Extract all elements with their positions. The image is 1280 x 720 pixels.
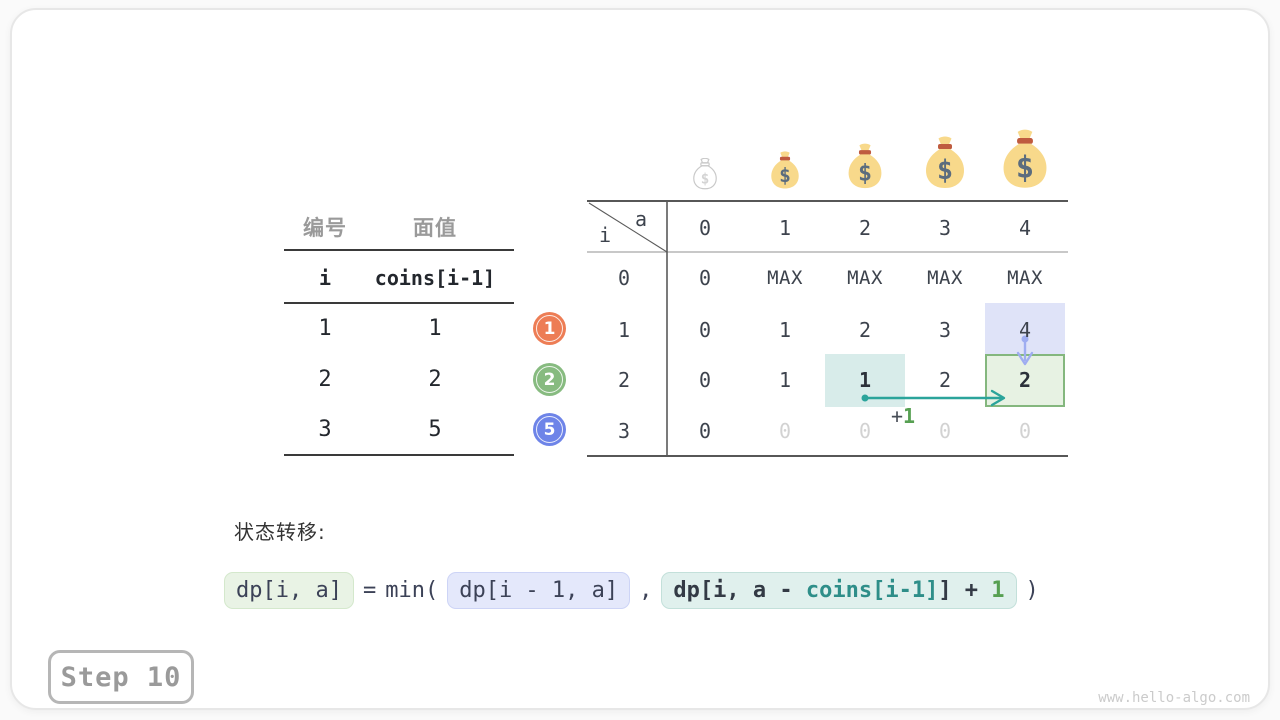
step-badge: Step 10 [48,650,194,704]
plus-one-annotation: +1 [880,404,926,428]
formula-equals: = [362,577,377,603]
dp-cell-r0-c1: MAX [767,267,803,289]
plus-sign: + [890,404,903,428]
state-transition-formula: dp[i, a] = min( dp[i - 1, a] , dp[i, a -… [224,570,1039,610]
transition-arrow-vertical [1016,335,1034,366]
dp-cell-r3-c2: 0 [858,419,872,443]
dp-cell-r2-c3: 2 [938,368,952,392]
dp-cell-r1-c4: 4 [1018,318,1032,342]
dp-row-header: 3 [617,419,631,443]
dp-col-header: 2 [858,216,872,240]
increment-value: 1 [903,404,916,428]
coin-table-line [284,249,514,251]
dp-row-header: 0 [617,266,631,290]
dp-col-header: 4 [1018,216,1032,240]
dp-cell-r2-c0: 0 [698,368,712,392]
dp-cell-r0-c3: MAX [927,267,963,289]
dp-table-grid [587,200,1068,457]
transition-arrow-horizontal [861,389,1006,407]
dp-cell-r0-c2: MAX [847,267,883,289]
money-bag-icon [923,136,967,190]
coin-table-header-id: 编号 [303,216,347,240]
formula-arg2-prefix: dp[i, a - [673,577,806,603]
formula-arg2-suffix: ] + [938,577,992,603]
dp-cell-r0-c0: 0 [698,266,712,290]
dp-cell-r2-c4: 2 [1018,368,1032,392]
dp-cell-r2-c1: 1 [778,368,792,392]
dp-cell-r3-c4: 0 [1018,419,1032,443]
dp-col-header: 0 [698,216,712,240]
coin-badge-5: 5 [533,413,566,446]
coin-table-cell: 2 [318,366,332,392]
dp-cell-r3-c1: 0 [778,419,792,443]
dp-cell-r1-c3: 3 [938,318,952,342]
coin-table-var-coins: coins[i-1] [374,266,496,290]
dp-col-header: 1 [778,216,792,240]
coin-table-cell: 2 [428,366,442,392]
money-bag-icon [769,151,801,190]
dp-corner-row-var: i [598,223,612,247]
badge-ring [536,416,563,443]
formula-caption: 状态转移: [234,520,326,544]
coin-table-header-value: 面值 [413,216,457,240]
dp-cell-r3-c3: 0 [938,419,952,443]
dp-cell-r0-c4: MAX [1007,267,1043,289]
formula-arg2: dp[i, a - coins[i-1]] + 1 [661,571,1017,609]
money-bag-icon [1000,129,1050,190]
money-bag-icon [846,143,884,190]
dp-col-header: 3 [938,216,952,240]
dp-cell-r1-c1: 1 [778,318,792,342]
diagram-panel: 编号 面值 i coins[i-1] 1 1 2 2 3 5 1 2 5 [10,8,1270,710]
formula-arg1: dp[i - 1, a] [447,571,631,609]
formula-arg2-increment: 1 [991,577,1005,603]
dp-row-header: 1 [617,318,631,342]
dp-cell-r1-c0: 0 [698,318,712,342]
coin-table-cell: 1 [428,315,442,341]
money-bag-outline-icon [692,158,718,190]
formula-arg2-coins: coins[i-1] [805,577,939,603]
badge-ring [536,315,563,342]
formula-comma: , [639,577,653,603]
coin-table-cell: 5 [428,416,442,442]
formula-min-open: min( [385,577,439,603]
dp-cell-r3-c0: 0 [698,419,712,443]
formula-close-paren: ) [1025,577,1039,603]
dp-cell-r2-c2: 1 [858,368,872,392]
badge-ring [536,366,563,393]
coin-badge-1: 1 [533,312,566,345]
coin-table-line [284,454,514,456]
dp-row-header: 2 [617,368,631,392]
coin-badge-2: 2 [533,363,566,396]
dp-corner-col-var: a [634,207,648,231]
coin-table-var-i: i [318,266,332,290]
coin-table-cell: 1 [318,315,332,341]
dp-cell-r1-c2: 2 [858,318,872,342]
formula-lhs: dp[i, a] [224,571,354,609]
coin-table-line [284,302,514,304]
watermark-url: www.hello-algo.com [1098,690,1250,706]
grid-diagonal-line [588,202,668,253]
coin-table-cell: 3 [318,416,332,442]
